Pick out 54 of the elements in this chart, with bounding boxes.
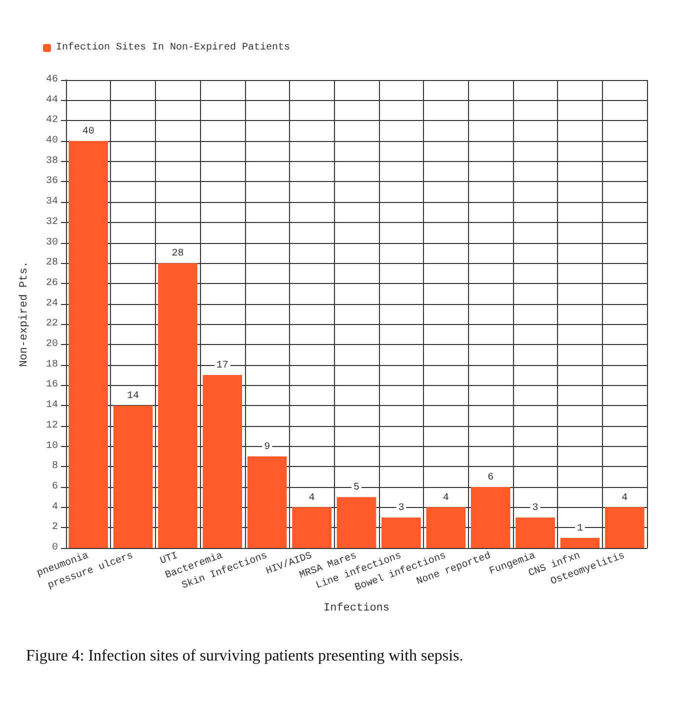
data-label: 4 [308,492,315,504]
data-label: 17 [216,360,228,372]
data-label: 4 [622,492,628,504]
data-label: 14 [127,391,140,402]
data-label: 4 [442,492,449,504]
bar [158,263,198,548]
y-tick-label: 10 [46,440,58,452]
bar [516,517,555,548]
y-tick-label: 2 [52,522,58,534]
y-tick-label: 6 [52,481,58,492]
legend-label: Infection Sites In Non-Expired Patients [56,42,290,54]
bar [292,507,332,548]
bar [470,486,510,548]
x-axis-title: Infections [323,602,390,614]
data-label: 40 [82,126,94,138]
y-tick-label: 38 [46,156,58,167]
y-tick-label: 42 [46,115,58,126]
y-tick-label: 4 [52,502,58,513]
y-tick-label: 0 [52,542,58,554]
data-label: 6 [488,472,494,484]
data-label: 3 [398,502,404,514]
y-tick-label: 14 [46,400,58,412]
caption: Figure 4: Infection sites of surviving patients presenting with sepsis. [26,648,464,664]
y-tick-label: 12 [46,420,58,432]
y-tick-label: 40 [46,136,58,147]
y-tick-label: 8 [52,461,58,472]
y-tick-label: 44 [46,94,58,106]
y-tick-label: 28 [46,258,58,269]
data-label: 28 [172,248,184,260]
y-tick-label: 26 [46,278,58,289]
bar [426,507,466,548]
y-tick-label: 34 [46,196,58,208]
y-tick-label: 20 [46,339,58,350]
bar [113,406,153,548]
data-label: 1 [576,523,583,534]
bar [336,497,376,548]
y-tick-label: 46 [46,74,58,86]
data-label: 3 [532,502,538,514]
bar [68,141,108,548]
y-tick-label: 36 [46,176,58,188]
y-tick-label: 24 [46,298,58,310]
y-tick-label: 18 [46,359,58,370]
bar [247,456,287,548]
bar [560,538,600,548]
y-tick-label: 16 [46,380,58,391]
y-tick-label: 30 [46,237,58,248]
bar [382,517,421,548]
bar [202,375,242,548]
y-tick-label: 32 [46,216,58,228]
data-label: 9 [264,442,270,453]
y-tick-label: 22 [46,318,58,330]
y-axis-title: Non-expired Pts. [18,261,30,367]
data-label: 5 [353,482,360,494]
bar [604,507,644,548]
